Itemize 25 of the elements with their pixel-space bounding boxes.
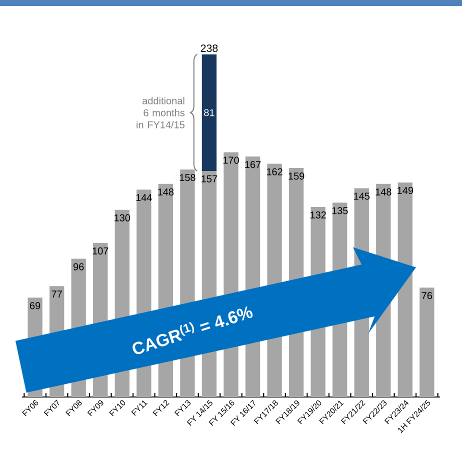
data-label: 96 bbox=[74, 263, 84, 270]
data-label: 170 bbox=[223, 156, 239, 164]
data-label: 159 bbox=[288, 172, 304, 180]
annotation: CAGR$^{(1)}$ = 4.6% bbox=[132, 306, 253, 354]
data-label: 145 bbox=[354, 192, 370, 200]
data-label: 167 bbox=[245, 161, 261, 168]
data-label: 162 bbox=[266, 168, 282, 176]
bar bbox=[420, 288, 434, 397]
data-label: 135 bbox=[332, 207, 348, 214]
data-label: 157 bbox=[202, 175, 218, 182]
total-label: 238 bbox=[200, 44, 218, 52]
data-label: 132 bbox=[310, 211, 326, 218]
data-label: 130 bbox=[114, 214, 130, 222]
data-label: 148 bbox=[158, 188, 174, 196]
data-label: 76 bbox=[422, 292, 432, 300]
bar bbox=[202, 54, 217, 171]
data-label: 144 bbox=[136, 194, 152, 202]
data-label: 158 bbox=[180, 174, 196, 182]
annotation: additional 6 months in FY14/15 bbox=[136, 96, 185, 128]
data-label: 81 bbox=[204, 109, 214, 116]
data-label: 149 bbox=[398, 186, 414, 194]
data-label: 69 bbox=[30, 302, 40, 310]
data-label: 148 bbox=[376, 188, 392, 196]
data-label: 77 bbox=[52, 290, 62, 298]
data-label: 107 bbox=[92, 247, 108, 254]
